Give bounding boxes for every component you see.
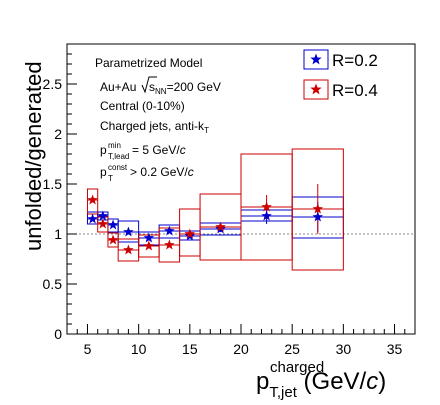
data-point-r04-2 (107, 234, 119, 245)
y-axis-label: unfolded/generated (21, 61, 46, 251)
annotation-leading: p min T,lead = 5 GeV/c (100, 141, 186, 161)
annotation-const-c: c (188, 165, 194, 179)
annotation-const-sub: T (108, 174, 113, 183)
x-tick-label-0: 5 (84, 341, 92, 357)
x-axis-ticks: 5 10 15 20 25 30 35 (66, 324, 416, 357)
data-point-r04-9 (312, 203, 323, 214)
annotation-centrality: Central (0-10%) (100, 99, 185, 113)
annotation-energy: =200 GeV (167, 80, 221, 94)
data-point-r02-1 (97, 210, 109, 221)
svg-text:Au+Au: Au+Au (100, 80, 136, 94)
annotation-const-p: p (100, 165, 107, 179)
y-tick-label-3: 1.5 (43, 176, 63, 192)
x-label-p: p (256, 368, 269, 395)
data-point-r02-2 (107, 219, 119, 230)
y-tick-label-5: 2.5 (43, 76, 63, 92)
svg-text:= 5 GeV/c: = 5 GeV/c (132, 143, 186, 157)
legend-label-r04: R=0.4 (332, 81, 378, 100)
annotation-jets-sub: T (204, 126, 209, 135)
legend-label-r02: R=0.2 (332, 51, 378, 70)
x-tick-label-5: 30 (336, 341, 352, 357)
y-tick-label-4: 2 (54, 126, 62, 142)
data-point-r04-7 (215, 221, 226, 232)
y-tick-label-2: 1 (54, 226, 62, 242)
x-axis-label: pT,jet (GeV/c) (256, 368, 386, 401)
x-tick-label-1: 10 (131, 341, 147, 357)
x-label-unit: (GeV/ (297, 368, 367, 395)
x-label-unit-end: ) (378, 368, 386, 395)
y-tick-label-0: 0 (54, 326, 62, 342)
data-point-r02-9 (312, 211, 323, 222)
legend-box-r02 (303, 49, 329, 70)
x-tick-label-6: 35 (387, 341, 403, 357)
x-label-sub: T,jet (269, 384, 297, 401)
annotation-jets: Charged jets, anti-kT (100, 119, 209, 135)
annotation-sqrt-nn: NN (155, 87, 167, 96)
data-point-r04-3 (123, 244, 134, 255)
svg-text:p: p (100, 165, 107, 179)
data-point-r02-3 (123, 226, 134, 237)
annotation-leading-sub: T,lead (108, 152, 129, 161)
data-point-r04-5 (164, 239, 175, 250)
legend-star-r04 (310, 83, 322, 95)
annotation-constituent: p const T > 0.2 GeV/c (100, 163, 194, 183)
y-tick-label-1: 0.5 (43, 276, 63, 292)
annotation-leading-sup: min (108, 141, 121, 150)
annotation-collision: Au+Au sNN=200 GeV (100, 76, 221, 96)
svg-text:p: p (100, 143, 107, 157)
svg-text:sNN=200 GeV: sNN=200 GeV (149, 80, 221, 96)
annotation-jets-text: Charged jets, anti-k (100, 119, 205, 133)
x-tick-label-3: 20 (233, 341, 249, 357)
data-point-r02-8 (261, 210, 272, 221)
annotation-const-sup: const (108, 163, 128, 172)
annotation-leading-p: p (100, 143, 107, 157)
legend-star-r02 (310, 53, 322, 65)
x-tick-label-4: 25 (284, 341, 300, 357)
data-markers (87, 194, 323, 255)
legend-entry-r02: R=0.2 (303, 49, 378, 70)
annotation-const-rest: > 0.2 GeV/ (130, 165, 188, 179)
annotation-sqrt-s: s (149, 80, 155, 94)
y-axis-ticks: 0 0.5 1 1.5 2 2.5 (43, 53, 77, 342)
sqrt-symbol (141, 76, 157, 94)
data-point-r02-5 (164, 225, 175, 236)
data-point-r04-6 (184, 228, 196, 239)
annotation-model: Parametrized Model (95, 56, 202, 70)
x-label-unit-c: c (366, 368, 378, 395)
data-point-r02-4 (143, 232, 155, 243)
svg-text:> 0.2 GeV/c: > 0.2 GeV/c (130, 165, 194, 179)
legend-entry-r04: R=0.4 (303, 79, 378, 100)
data-point-r04-1 (97, 218, 109, 229)
legend-box-r04 (303, 79, 329, 100)
annotation-leading-rest: = 5 GeV/ (132, 143, 180, 157)
x-tick-label-2: 15 (182, 341, 198, 357)
data-point-r04-4 (143, 240, 155, 251)
legend: R=0.2 R=0.4 (303, 49, 378, 100)
data-point-r02-0 (87, 213, 98, 224)
data-point-r04-8 (261, 201, 272, 212)
annotation-collision-system: Au+Au (100, 80, 136, 94)
annotation-leading-c: c (180, 143, 186, 157)
data-point-r04-0 (87, 194, 98, 205)
x-label-sup: charged (270, 359, 324, 376)
